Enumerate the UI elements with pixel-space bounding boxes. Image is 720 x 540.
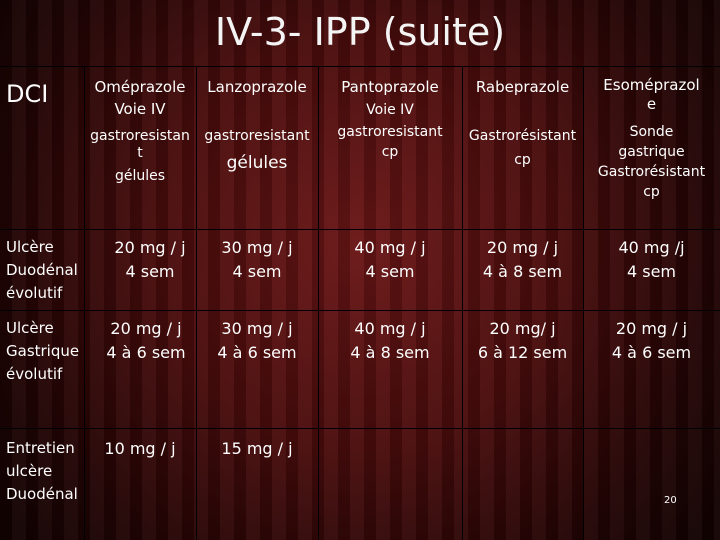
column-header: Pantoprazole Voie IV gastroresistant cp: [318, 76, 462, 162]
row-label-line: évolutif: [6, 365, 63, 383]
grid-line: [318, 66, 319, 540]
dose-value: 20 mg / j: [114, 238, 186, 257]
drug-form: cp: [514, 152, 531, 168]
dose-cell: 20 mg / j 4 sem: [94, 236, 206, 284]
row-label-line: Entretien: [6, 439, 75, 457]
dose-cell: 20 mg/ j 6 à 12 sem: [462, 317, 583, 365]
dose-value: 20 mg / j: [486, 238, 559, 257]
grid-line: [196, 66, 197, 540]
dose-cell: 20 mg / j 4 à 6 sem: [583, 317, 720, 365]
dose-cell: 40 mg / j 4 à 8 sem: [318, 317, 462, 365]
dose-duration: 4 sem: [365, 262, 415, 281]
column-header: Lanzoprazole gastroresistant gélules: [196, 76, 318, 176]
grid-line: [0, 428, 720, 429]
dose-cell: 40 mg /j 4 sem: [583, 236, 720, 284]
slide-title: IV-3- IPP (suite): [214, 10, 506, 54]
dose-value: 40 mg /j: [618, 238, 685, 257]
drug-form: gélules: [226, 153, 288, 173]
row-label: Ulcère Duodénal évolutif: [6, 236, 78, 305]
dose-duration: 4 à 6 sem: [106, 343, 186, 362]
dci-label: DCI: [6, 80, 49, 108]
drug-form: Gastrorésistant: [597, 164, 706, 180]
column-header: Oméprazole Voie IV gastroresistan t gélu…: [84, 76, 196, 186]
dose-value: 15 mg / j: [221, 439, 293, 458]
drug-route: Voie IV: [366, 102, 414, 118]
grid-line: [0, 66, 720, 67]
dose-cell: 20 mg / j 4 à 6 sem: [90, 317, 202, 365]
dose-value: 20 mg / j: [110, 319, 182, 338]
dose-value: 40 mg / j: [354, 319, 426, 338]
dose-duration: 4 à 6 sem: [611, 343, 692, 362]
dose-value: 20 mg/ j: [489, 319, 556, 338]
row-label: Entretien ulcère Duodénal: [6, 437, 78, 506]
dose-cell: 30 mg / j 4 sem: [196, 236, 318, 284]
grid-line: [462, 66, 463, 540]
drug-form: Sonde: [629, 124, 674, 140]
drug-name: Esoméprazol: [603, 76, 700, 94]
drug-form: gélules: [114, 168, 166, 184]
grid-line: [0, 229, 720, 230]
dose-value: 10 mg / j: [104, 439, 176, 458]
dose-cell: 10 mg / j: [84, 437, 196, 461]
drug-form: gastrique: [618, 144, 685, 160]
drug-route: Voie IV: [114, 100, 166, 118]
drug-form: gastroresistant: [337, 124, 443, 140]
drug-name: Pantoprazole: [341, 78, 439, 96]
column-header: Rabeprazole Gastrorésistant cp: [462, 76, 583, 172]
row-label-line: Ulcère: [6, 319, 54, 337]
grid-line: [583, 66, 584, 540]
dose-duration: 6 à 12 sem: [477, 343, 568, 362]
dose-duration: 4 à 6 sem: [217, 343, 297, 362]
column-header: Esoméprazol e Sonde gastrique Gastrorési…: [583, 76, 720, 202]
row-label-line: évolutif: [6, 284, 63, 302]
dose-duration: 4 à 8 sem: [350, 343, 430, 362]
dose-duration: 4 à 8 sem: [482, 262, 563, 281]
dose-cell: 20 mg / j 4 à 8 sem: [462, 236, 583, 284]
drug-form: cp: [381, 144, 399, 160]
drug-form: gastroresistan: [90, 128, 190, 144]
dose-cell: 30 mg / j 4 à 6 sem: [196, 317, 318, 365]
row-label-line: ulcère: [6, 462, 53, 480]
dose-duration: 4 sem: [125, 262, 175, 281]
row-label-line: Duodénal: [6, 485, 78, 503]
drug-name: Lanzoprazole: [207, 78, 307, 96]
drug-form: gastroresistant: [204, 128, 310, 144]
drug-name: Oméprazole: [94, 78, 186, 96]
drug-name-suffix: e: [646, 95, 657, 113]
drug-form: t: [137, 145, 143, 161]
dose-value: 40 mg / j: [354, 238, 426, 257]
drug-form: Gastrorésistant: [468, 128, 577, 144]
dose-value: 30 mg / j: [221, 238, 293, 257]
dose-value: 30 mg / j: [221, 319, 293, 338]
dose-cell: 40 mg / j 4 sem: [318, 236, 462, 284]
row-label-line: Gastrique: [6, 342, 80, 360]
dose-duration: 4 sem: [232, 262, 282, 281]
row-label-line: Duodénal: [6, 261, 78, 279]
grid-line: [0, 310, 720, 311]
grid-line: [84, 66, 85, 540]
drug-name: Rabeprazole: [475, 78, 570, 96]
drug-form: cp: [643, 184, 660, 200]
dose-duration: 4 sem: [626, 262, 677, 281]
dose-cell: 15 mg / j: [196, 437, 318, 461]
row-label: Ulcère Gastrique évolutif: [6, 317, 79, 386]
row-label-line: Ulcère: [6, 238, 54, 256]
dose-value: 20 mg / j: [615, 319, 688, 338]
page-number: 20: [664, 495, 677, 506]
